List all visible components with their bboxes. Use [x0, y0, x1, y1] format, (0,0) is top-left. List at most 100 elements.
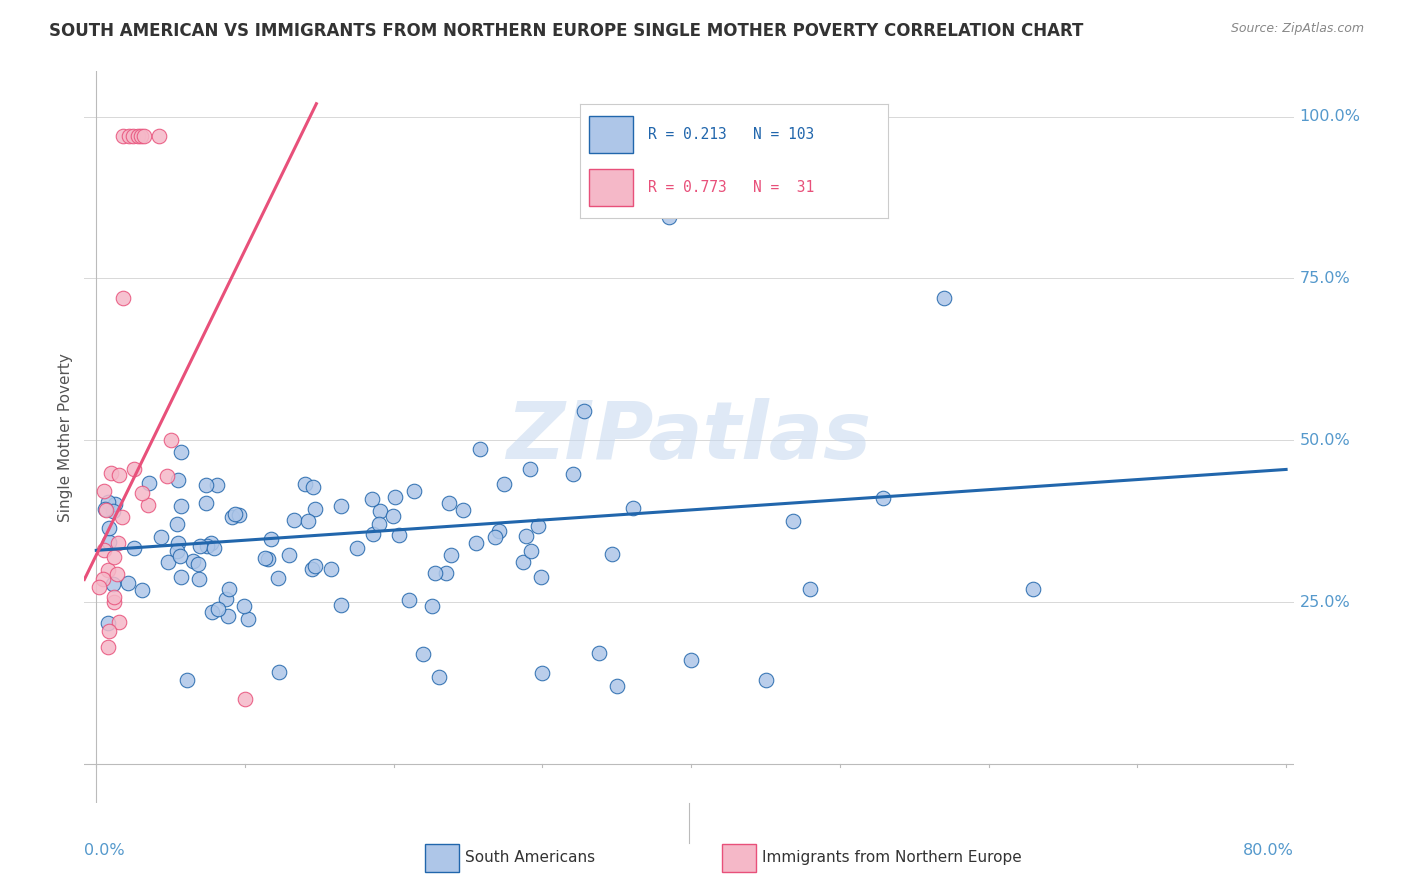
- Point: [254, 551, 277, 566]
- Text: 80.0%: 80.0%: [1243, 843, 1294, 858]
- Point: [266, 571, 288, 585]
- Point: [606, 679, 628, 693]
- Point: [159, 434, 181, 448]
- Point: [782, 514, 804, 528]
- Point: [398, 593, 420, 607]
- Text: 75.0%: 75.0%: [1299, 271, 1350, 286]
- Point: [531, 666, 554, 681]
- Point: [107, 615, 129, 629]
- Point: [105, 566, 128, 581]
- Point: [217, 608, 239, 623]
- Point: [169, 549, 191, 564]
- Point: [304, 502, 326, 516]
- Point: [93, 543, 115, 558]
- Point: [368, 517, 391, 532]
- Point: [384, 490, 406, 504]
- Point: [98, 624, 121, 638]
- Point: [437, 495, 460, 509]
- Point: [117, 576, 139, 591]
- Point: [526, 519, 548, 533]
- Point: [754, 673, 776, 687]
- Point: [181, 554, 204, 568]
- Point: [484, 530, 506, 544]
- Point: [103, 549, 125, 564]
- Point: [127, 129, 149, 144]
- Point: [166, 473, 188, 487]
- Point: [468, 442, 491, 457]
- Text: 50.0%: 50.0%: [1299, 433, 1350, 448]
- Text: 0.0%: 0.0%: [84, 843, 125, 858]
- Point: [188, 572, 211, 586]
- Point: [112, 129, 135, 144]
- Point: [187, 557, 209, 571]
- Point: [224, 508, 246, 522]
- Point: [260, 533, 283, 547]
- Point: [799, 582, 821, 597]
- Text: South Americans: South Americans: [465, 850, 595, 864]
- Text: 25.0%: 25.0%: [1299, 595, 1350, 609]
- Point: [112, 291, 135, 305]
- Point: [111, 509, 134, 524]
- Point: [205, 478, 228, 492]
- Point: [464, 536, 486, 550]
- Point: [519, 462, 541, 476]
- Point: [107, 467, 129, 482]
- Point: [600, 548, 623, 562]
- Point: [658, 210, 681, 224]
- Point: [422, 599, 444, 613]
- Point: [150, 530, 173, 544]
- Point: [103, 590, 125, 604]
- Point: [218, 582, 240, 597]
- Point: [101, 577, 124, 591]
- Point: [202, 541, 225, 555]
- Point: [170, 445, 193, 459]
- Point: [207, 602, 229, 616]
- Point: [122, 129, 145, 144]
- Text: Source: ZipAtlas.com: Source: ZipAtlas.com: [1230, 22, 1364, 36]
- Point: [932, 291, 955, 305]
- Point: [512, 555, 534, 569]
- Y-axis label: Single Mother Poverty: Single Mother Poverty: [58, 352, 73, 522]
- Point: [294, 476, 316, 491]
- Point: [302, 480, 325, 494]
- Point: [166, 516, 188, 531]
- Point: [101, 504, 124, 518]
- Point: [283, 513, 305, 527]
- Text: Immigrants from Northern Europe: Immigrants from Northern Europe: [762, 850, 1022, 864]
- Point: [228, 508, 250, 523]
- Point: [195, 539, 218, 553]
- Point: [872, 491, 894, 505]
- Point: [201, 605, 224, 619]
- Point: [91, 572, 114, 586]
- Point: [138, 476, 160, 491]
- Point: [166, 544, 188, 558]
- Point: [132, 129, 155, 144]
- Point: [97, 495, 120, 509]
- Point: [515, 529, 537, 543]
- Point: [329, 598, 352, 612]
- Point: [170, 570, 193, 584]
- Point: [214, 592, 236, 607]
- Point: [304, 558, 326, 573]
- Point: [124, 462, 146, 476]
- Point: [136, 498, 159, 512]
- Point: [297, 514, 319, 528]
- Point: [368, 504, 391, 518]
- Point: [131, 583, 153, 598]
- Point: [188, 539, 211, 553]
- Point: [233, 599, 256, 613]
- Point: [200, 536, 222, 550]
- Point: [277, 548, 299, 562]
- Point: [267, 665, 290, 679]
- Point: [681, 653, 703, 667]
- Point: [148, 129, 170, 144]
- Point: [1022, 582, 1045, 597]
- Point: [176, 673, 198, 687]
- Bar: [425, 845, 458, 872]
- Point: [530, 570, 553, 584]
- Point: [412, 647, 434, 661]
- Point: [388, 528, 411, 542]
- Point: [434, 566, 457, 580]
- Point: [87, 580, 110, 594]
- Point: [451, 503, 474, 517]
